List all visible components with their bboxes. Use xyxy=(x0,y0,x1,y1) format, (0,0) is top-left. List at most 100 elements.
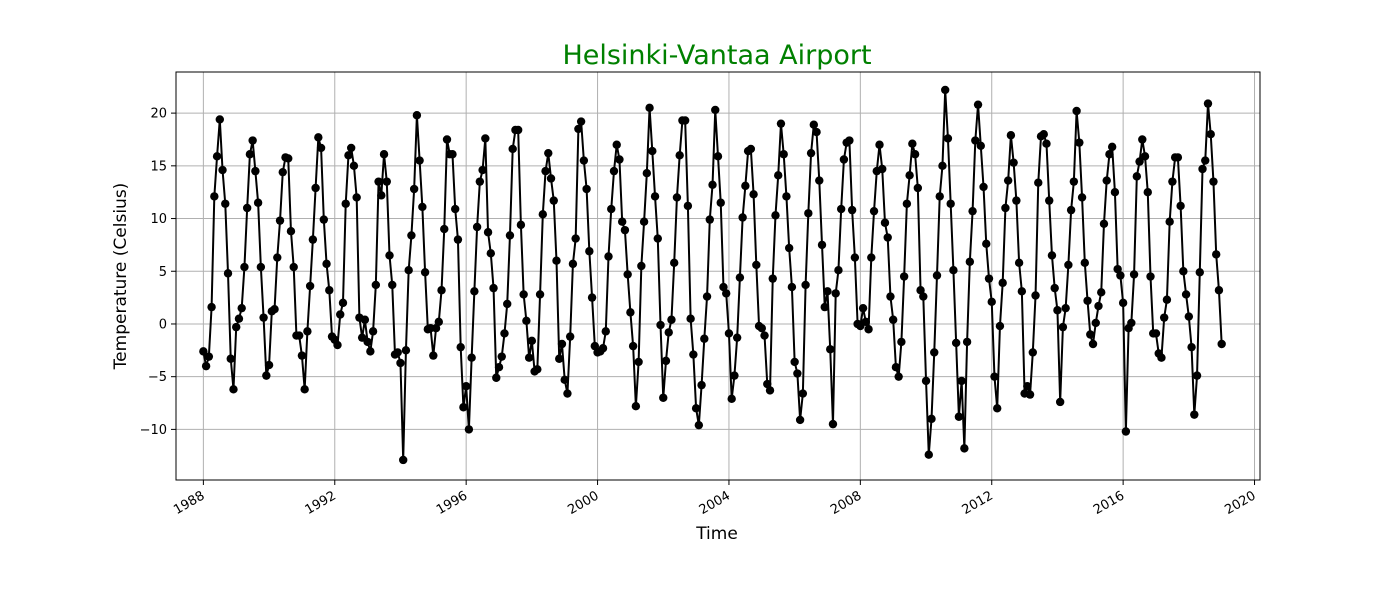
data-point xyxy=(612,140,621,149)
data-point xyxy=(894,372,903,381)
data-point xyxy=(535,290,545,299)
x-tick-label: 1992 xyxy=(303,488,339,518)
data-point xyxy=(1217,339,1226,349)
data-point xyxy=(393,348,402,357)
x-tick-label: 2008 xyxy=(828,488,864,518)
data-point xyxy=(346,143,356,153)
data-point xyxy=(702,292,712,301)
data-point xyxy=(631,402,641,411)
data-point xyxy=(979,182,988,192)
data-point xyxy=(752,260,761,270)
data-point xyxy=(585,247,594,256)
data-point xyxy=(697,380,706,390)
data-point xyxy=(204,352,214,361)
data-point xyxy=(637,261,646,271)
data-point xyxy=(774,171,783,180)
data-point xyxy=(927,414,936,424)
data-point xyxy=(899,272,909,281)
x-tick-label: 2020 xyxy=(1222,488,1258,518)
data-point xyxy=(336,310,345,319)
data-point xyxy=(760,331,769,340)
data-point xyxy=(916,286,925,295)
data-point xyxy=(828,419,838,429)
data-point xyxy=(418,202,427,212)
data-point xyxy=(524,353,534,362)
data-point xyxy=(503,299,512,309)
data-point xyxy=(1003,176,1013,185)
data-point xyxy=(993,404,1002,413)
data-point xyxy=(273,253,282,262)
data-point xyxy=(377,191,386,200)
data-point xyxy=(817,240,827,250)
data-point xyxy=(576,117,586,126)
data-point xyxy=(294,331,304,340)
data-point xyxy=(1097,288,1106,297)
data-point xyxy=(409,184,419,194)
data-point xyxy=(984,274,994,283)
data-point xyxy=(607,204,616,214)
data-point xyxy=(1069,177,1079,186)
data-point xyxy=(626,308,635,317)
data-point xyxy=(1184,312,1194,321)
y-tick-label: −5 xyxy=(148,370,167,385)
data-point xyxy=(401,346,411,355)
data-point xyxy=(867,253,876,262)
data-point xyxy=(1162,295,1172,304)
data-point xyxy=(823,287,832,296)
data-point xyxy=(508,144,517,154)
data-point xyxy=(875,140,884,149)
data-point xyxy=(494,362,504,372)
data-point xyxy=(670,258,679,268)
data-point xyxy=(705,215,714,224)
data-point xyxy=(412,111,422,120)
data-point xyxy=(297,351,307,360)
data-point xyxy=(349,161,359,171)
data-point xyxy=(620,225,630,235)
data-point xyxy=(831,289,840,298)
data-point xyxy=(628,341,638,351)
data-point xyxy=(552,256,561,265)
data-point xyxy=(1014,258,1024,268)
data-point xyxy=(366,347,375,356)
data-point xyxy=(724,329,734,338)
data-point xyxy=(634,357,643,367)
data-point xyxy=(741,181,750,191)
data-point xyxy=(864,325,873,334)
data-point xyxy=(845,136,854,145)
data-point xyxy=(1023,381,1032,391)
data-point xyxy=(1132,172,1142,181)
data-point xyxy=(319,215,329,224)
data-point xyxy=(719,282,728,292)
data-point xyxy=(1173,153,1183,162)
data-point xyxy=(675,151,684,160)
data-point xyxy=(215,115,224,124)
data-point xyxy=(888,315,898,324)
data-point xyxy=(1176,201,1185,211)
data-point xyxy=(809,120,819,129)
data-point xyxy=(998,278,1007,288)
data-point xyxy=(434,317,443,327)
data-point xyxy=(478,165,487,175)
data-point xyxy=(1045,196,1054,205)
data-point xyxy=(492,373,501,382)
data-point xyxy=(1006,131,1016,140)
data-point xyxy=(623,270,632,279)
x-tick-label: 2004 xyxy=(697,488,733,518)
data-point xyxy=(954,412,964,421)
data-point xyxy=(1151,329,1161,338)
data-point xyxy=(746,144,756,154)
y-tick-label: 0 xyxy=(159,317,167,332)
data-point xyxy=(259,313,268,322)
data-point xyxy=(470,287,479,296)
data-point xyxy=(341,199,350,208)
series-temperature xyxy=(199,85,1226,465)
data-point xyxy=(461,381,471,391)
data-point xyxy=(1140,152,1150,161)
data-point xyxy=(910,150,920,159)
data-point xyxy=(1086,330,1095,339)
data-point xyxy=(1039,130,1048,139)
data-point xyxy=(869,206,879,216)
data-point xyxy=(804,209,813,218)
data-point xyxy=(251,166,260,176)
data-point xyxy=(617,217,627,226)
